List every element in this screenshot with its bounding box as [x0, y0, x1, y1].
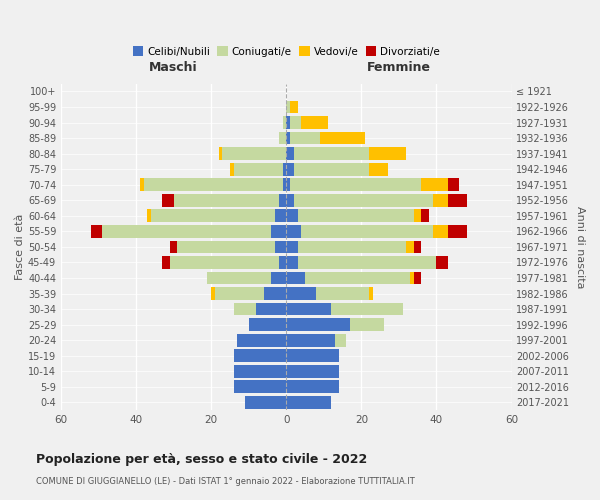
Bar [298, 256, 436, 269]
Bar [91, 225, 103, 237]
Bar [211, 287, 215, 300]
Bar [350, 318, 384, 331]
Bar [286, 256, 298, 269]
Bar [410, 272, 414, 284]
Bar [294, 194, 433, 206]
Bar [275, 210, 286, 222]
Bar [448, 225, 467, 237]
Bar [433, 194, 448, 206]
Bar [234, 380, 286, 393]
Bar [170, 256, 279, 269]
Bar [286, 272, 305, 284]
Bar [234, 302, 256, 316]
Bar [286, 318, 350, 331]
Bar [173, 194, 279, 206]
Bar [283, 178, 286, 191]
Bar [286, 194, 294, 206]
Text: Maschi: Maschi [149, 62, 198, 74]
Y-axis label: Anni di nascita: Anni di nascita [575, 206, 585, 288]
Bar [249, 318, 286, 331]
Bar [414, 240, 421, 254]
Bar [279, 256, 286, 269]
Bar [290, 116, 301, 129]
Bar [143, 178, 283, 191]
Bar [238, 334, 286, 346]
Bar [279, 194, 286, 206]
Bar [151, 210, 275, 222]
Bar [369, 287, 373, 300]
Bar [414, 272, 421, 284]
Bar [316, 287, 369, 300]
Bar [286, 380, 339, 393]
Bar [178, 240, 275, 254]
Bar [298, 240, 406, 254]
Bar [286, 225, 301, 237]
Bar [305, 272, 410, 284]
Bar [290, 132, 320, 144]
Y-axis label: Fasce di età: Fasce di età [15, 214, 25, 280]
Bar [234, 350, 286, 362]
Bar [369, 163, 388, 175]
Bar [290, 100, 298, 114]
Bar [290, 178, 421, 191]
Bar [298, 210, 414, 222]
Bar [301, 225, 433, 237]
Bar [286, 302, 331, 316]
Text: Popolazione per età, sesso e stato civile - 2022: Popolazione per età, sesso e stato civil… [36, 452, 367, 466]
Text: COMUNE DI GIUGGIANELLO (LE) - Dati ISTAT 1° gennaio 2022 - Elaborazione TUTTITAL: COMUNE DI GIUGGIANELLO (LE) - Dati ISTAT… [36, 478, 415, 486]
Bar [320, 132, 365, 144]
Bar [369, 148, 406, 160]
Bar [103, 225, 271, 237]
Bar [286, 334, 335, 346]
Bar [208, 272, 271, 284]
Bar [283, 116, 286, 129]
Bar [421, 210, 429, 222]
Bar [234, 365, 286, 378]
Bar [448, 194, 467, 206]
Bar [230, 163, 234, 175]
Bar [170, 240, 178, 254]
Bar [245, 396, 286, 408]
Bar [279, 132, 286, 144]
Bar [421, 178, 448, 191]
Bar [448, 178, 459, 191]
Text: Femmine: Femmine [367, 62, 431, 74]
Bar [286, 210, 298, 222]
Bar [271, 272, 286, 284]
Bar [286, 240, 298, 254]
Bar [294, 148, 369, 160]
Bar [256, 302, 286, 316]
Bar [163, 194, 173, 206]
Bar [286, 287, 316, 300]
Bar [286, 365, 339, 378]
Bar [271, 225, 286, 237]
Bar [163, 256, 170, 269]
Bar [148, 210, 151, 222]
Bar [234, 163, 283, 175]
Bar [286, 396, 331, 408]
Bar [283, 163, 286, 175]
Bar [331, 302, 403, 316]
Bar [286, 350, 339, 362]
Bar [436, 256, 448, 269]
Bar [433, 225, 448, 237]
Legend: Celibi/Nubili, Coniugati/e, Vedovi/e, Divorziati/e: Celibi/Nubili, Coniugati/e, Vedovi/e, Di… [130, 43, 443, 60]
Bar [275, 240, 286, 254]
Bar [215, 287, 264, 300]
Bar [335, 334, 346, 346]
Bar [286, 163, 294, 175]
Bar [219, 148, 223, 160]
Bar [286, 148, 294, 160]
Bar [406, 240, 414, 254]
Bar [264, 287, 286, 300]
Bar [286, 178, 290, 191]
Bar [414, 210, 421, 222]
Bar [286, 100, 290, 114]
Bar [223, 148, 286, 160]
Bar [286, 116, 290, 129]
Bar [301, 116, 328, 129]
Bar [140, 178, 143, 191]
Bar [294, 163, 369, 175]
Bar [286, 132, 290, 144]
